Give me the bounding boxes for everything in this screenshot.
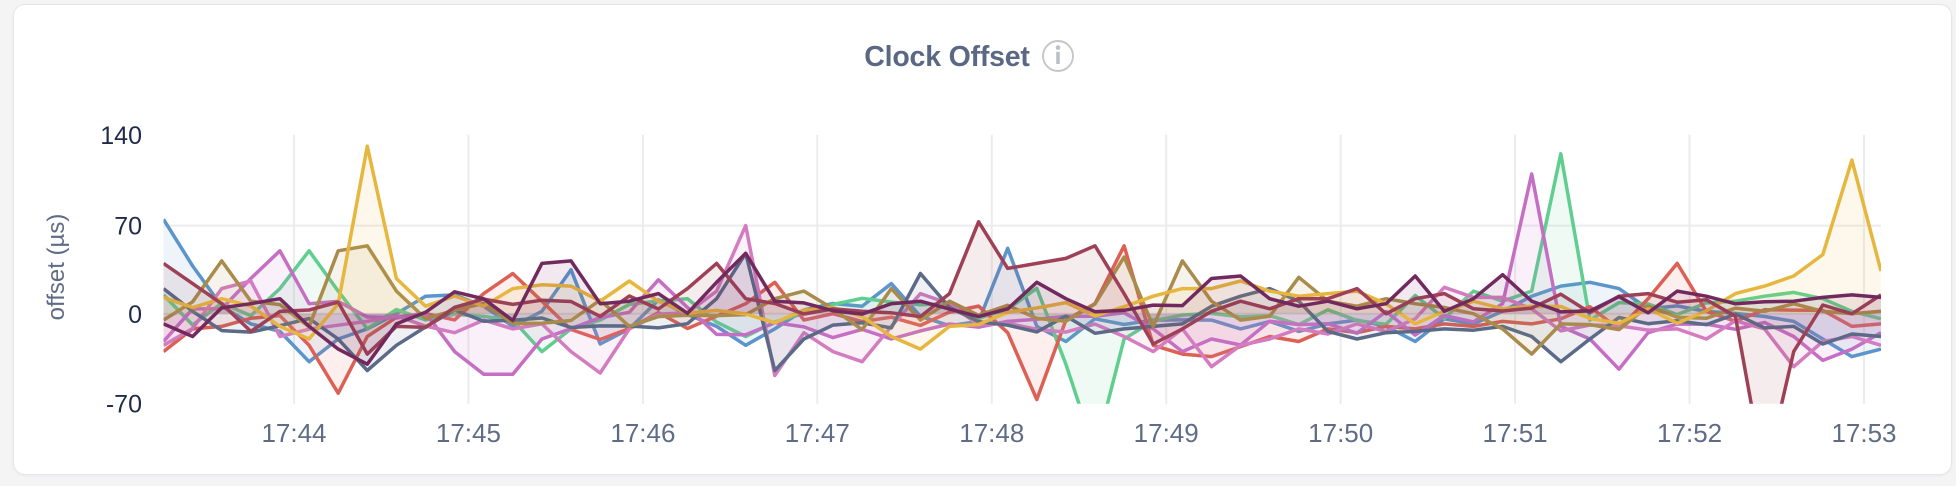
- svg-text:17:50: 17:50: [1308, 418, 1373, 448]
- svg-text:offset (µs): offset (µs): [43, 214, 70, 321]
- svg-text:17:53: 17:53: [1831, 418, 1896, 448]
- svg-text:-70: -70: [106, 391, 142, 419]
- svg-text:70: 70: [114, 213, 142, 241]
- svg-text:17:51: 17:51: [1483, 418, 1548, 448]
- svg-text:17:49: 17:49: [1134, 418, 1199, 448]
- svg-text:17:46: 17:46: [610, 418, 675, 448]
- svg-text:0: 0: [128, 301, 142, 329]
- svg-text:17:48: 17:48: [959, 418, 1024, 448]
- svg-text:17:52: 17:52: [1657, 418, 1722, 448]
- svg-text:17:44: 17:44: [261, 418, 326, 448]
- svg-text:17:45: 17:45: [436, 418, 501, 448]
- svg-text:140: 140: [100, 122, 142, 150]
- svg-text:Clock Offset: Clock Offset: [864, 41, 1030, 73]
- svg-text:17:47: 17:47: [785, 418, 850, 448]
